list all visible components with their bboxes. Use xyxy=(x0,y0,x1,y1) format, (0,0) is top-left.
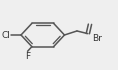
Text: Br: Br xyxy=(92,34,102,43)
Text: F: F xyxy=(25,52,30,61)
Text: Cl: Cl xyxy=(2,31,11,39)
